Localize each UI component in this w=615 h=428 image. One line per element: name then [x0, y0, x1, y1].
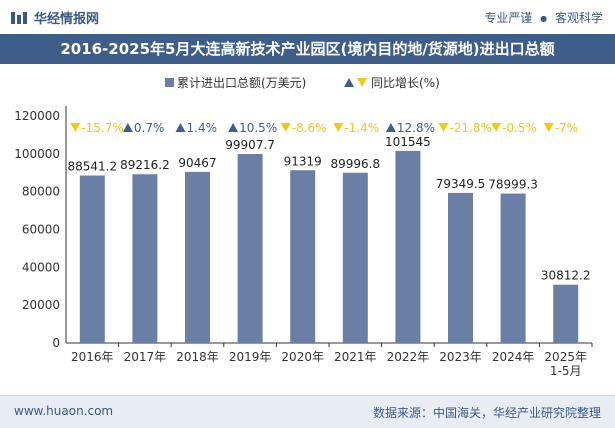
growth-up-triangle-icon	[175, 123, 186, 132]
x-tick-label: 2021年	[334, 350, 377, 364]
bar-value-label: 99907.7	[225, 138, 275, 152]
y-tick-label: 20000	[22, 298, 60, 312]
bar-value-label: 78999.3	[488, 178, 538, 192]
tagline-1: 专业严谨	[484, 11, 533, 25]
growth-down-triangle-icon	[333, 123, 344, 132]
bar-value-label: 91319	[284, 154, 322, 168]
x-tick-label: 2025年	[544, 350, 587, 364]
growth-label: 10.5%	[239, 121, 277, 135]
growth-label: 12.8%	[397, 121, 435, 135]
bar	[342, 172, 368, 343]
bar-value-label: 88541.2	[67, 160, 117, 174]
growth-label: 1.4%	[187, 121, 218, 135]
growth-label: -7%	[555, 121, 578, 135]
chart-area: 累计进出口总额(万美元) 同比增长(%) 0 20000 40000 60000 80000…	[0, 64, 615, 394]
footer-site: www.huaon.com	[14, 404, 114, 418]
legend-down-triangle-icon	[357, 78, 367, 87]
y-tick-label: 60000	[22, 223, 60, 237]
y-tick-label: 100000	[14, 147, 60, 161]
legend-up-triangle-icon	[344, 78, 354, 87]
growth-down-triangle-icon	[438, 123, 449, 132]
growth-label: -15.7%	[81, 121, 123, 135]
growth-down-triangle-icon	[280, 123, 291, 132]
x-tick-label: 2017年	[124, 350, 167, 364]
bar	[132, 174, 158, 343]
x-tick-label: 2020年	[281, 350, 324, 364]
bar	[448, 192, 473, 343]
tagline: 专业严谨 ● 客观科学	[484, 9, 603, 26]
footer: www.huaon.com 数据来源：中国海关，华经产业研究院整理	[0, 395, 615, 428]
x-tick-label: 2024年	[492, 350, 535, 364]
growth-down-triangle-icon	[491, 123, 502, 132]
bar-value-label: 30812.2	[541, 269, 591, 283]
brand-logo-icon	[11, 11, 27, 24]
y-tick-label: 0	[52, 336, 60, 350]
bar	[395, 150, 421, 343]
y-tick-label: 120000	[14, 109, 60, 123]
bar	[237, 154, 263, 343]
bar	[79, 175, 105, 343]
chart-title: 2016-2025年5月大连高新技术产业园区(境内目的地/货源地)进出口总额	[0, 34, 615, 64]
x-tick-label: 2018年	[176, 350, 219, 364]
growth-label: 0.7%	[134, 121, 165, 135]
x-tick-label: 2022年	[387, 350, 430, 364]
bar	[185, 171, 210, 343]
bar	[500, 193, 526, 343]
footer-source: 数据来源：中国海关，华经产业研究院整理	[372, 406, 601, 420]
bar-chart: 累计进出口总额(万美元) 同比增长(%) 0 20000 40000 60000 80000…	[14, 76, 593, 378]
bar-value-label: 89996.8	[330, 157, 380, 171]
brand-name: 华经情报网	[34, 12, 100, 27]
x-tick-label: 1-5月	[550, 364, 582, 378]
bar-value-label: 101545	[385, 135, 431, 149]
y-tick-label: 80000	[22, 185, 60, 199]
y-tick-label: 40000	[22, 260, 60, 274]
growth-down-triangle-icon	[543, 123, 554, 132]
growth-label: -0.5%	[502, 121, 537, 135]
growth-up-triangle-icon	[385, 123, 396, 132]
growth-label: -8.6%	[292, 121, 327, 135]
bar	[553, 284, 579, 343]
legend-label-growth: 同比增长(%)	[371, 76, 440, 90]
top-bar: 华经情报网 专业严谨 ● 客观科学	[0, 0, 615, 35]
x-tick-label: 2023年	[439, 350, 482, 364]
growth-down-triangle-icon	[70, 123, 81, 132]
bar-value-label: 90467	[178, 156, 216, 170]
growth-label: -1.4%	[344, 121, 379, 135]
legend-label-total: 累计进出口总额(万美元)	[177, 76, 306, 90]
bar-value-label: 89216.2	[120, 158, 170, 172]
growth-label: -21.8%	[450, 121, 492, 135]
legend-swatch-total	[165, 78, 174, 87]
brand: 华经情报网	[10, 8, 99, 27]
bar	[290, 170, 316, 343]
growth-up-triangle-icon	[228, 123, 239, 132]
x-tick-label: 2019年	[229, 350, 272, 364]
tagline-dot-icon: ●	[540, 14, 548, 23]
growth-up-triangle-icon	[122, 123, 133, 132]
tagline-2: 客观科学	[554, 11, 603, 25]
bar-value-label: 79349.5	[436, 177, 486, 191]
x-tick-label: 2016年	[71, 350, 114, 364]
